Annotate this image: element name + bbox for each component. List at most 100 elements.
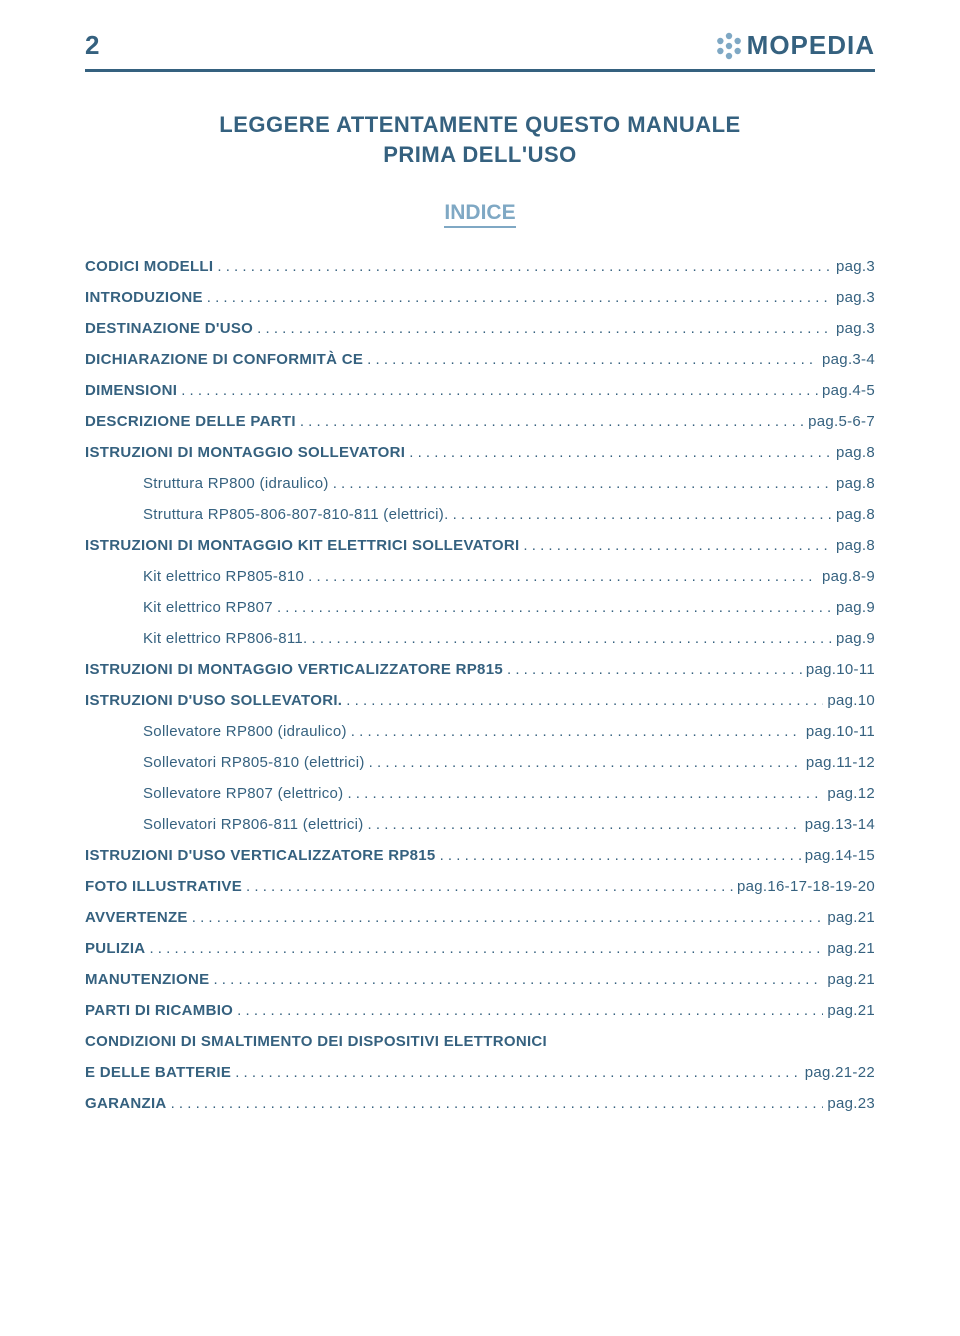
- toc-label: Kit elettrico RP805-810: [143, 568, 304, 585]
- toc-row: CONDIZIONI DI SMALTIMENTO DEI DISPOSITIV…: [85, 1033, 875, 1050]
- toc-dots: [368, 816, 801, 833]
- toc-label: DIMENSIONI: [85, 382, 177, 399]
- toc-row: GARANZIA pag.23: [85, 1095, 875, 1112]
- toc-label: Sollevatori RP805-810 (elettrici): [143, 754, 365, 771]
- toc-page: pag.8-9: [822, 568, 875, 585]
- toc-row: Kit elettrico RP807 pag.9: [85, 599, 875, 616]
- toc-title: INDICE: [444, 201, 515, 228]
- toc-label: ISTRUZIONI DI MONTAGGIO KIT ELETTRICI SO…: [85, 537, 519, 554]
- toc-row: AVVERTENZE pag.21: [85, 909, 875, 926]
- toc-label: Sollevatore RP800 (idraulico): [143, 723, 347, 740]
- toc-dots: [351, 723, 802, 740]
- toc-dots: [333, 475, 832, 492]
- toc-page: pag.11-12: [806, 754, 875, 771]
- toc-row: DESTINAZIONE D'USO pag.3: [85, 320, 875, 337]
- toc-page: pag.21: [827, 1002, 875, 1019]
- toc-row: MANUTENZIONE pag.21: [85, 971, 875, 988]
- page-header: 2 MOPEDIA: [85, 30, 875, 61]
- toc-page: pag.8: [836, 475, 875, 492]
- toc-page: pag.8: [836, 537, 875, 554]
- toc-page: pag.21: [827, 940, 875, 957]
- toc-row: ISTRUZIONI D'USO VERTICALIZZATORE RP815 …: [85, 847, 875, 864]
- toc-row: INTRODUZIONE pag.3: [85, 289, 875, 306]
- toc-page: pag.16-17-18-19-20: [737, 878, 875, 895]
- toc-label: CONDIZIONI DI SMALTIMENTO DEI DISPOSITIV…: [85, 1033, 547, 1050]
- toc-dots: [300, 413, 804, 430]
- toc-label: Struttura RP800 (idraulico): [143, 475, 329, 492]
- toc-label: PULIZIA: [85, 940, 145, 957]
- toc-page: pag.21-22: [805, 1064, 875, 1081]
- page-number: 2: [85, 30, 99, 61]
- toc-row: Sollevatore RP800 (idraulico) pag.10-11: [85, 723, 875, 740]
- toc-page: pag.21: [827, 971, 875, 988]
- toc-dots: [217, 258, 832, 275]
- toc-row: Sollevatori RP805-810 (elettrici) pag.11…: [85, 754, 875, 771]
- toc-label: ISTRUZIONI DI MONTAGGIO SOLLEVATORI: [85, 444, 405, 461]
- table-of-contents: CODICI MODELLI pag.3INTRODUZIONE pag.3DE…: [85, 258, 875, 1112]
- toc-label: DESCRIZIONE DELLE PARTI: [85, 413, 296, 430]
- toc-page: pag.3: [836, 258, 875, 275]
- toc-label: CODICI MODELLI: [85, 258, 213, 275]
- toc-label: GARANZIA: [85, 1095, 167, 1112]
- title-block: LEGGERE ATTENTAMENTE QUESTO MANUALE PRIM…: [85, 110, 875, 169]
- toc-page: pag.14-15: [805, 847, 875, 864]
- toc-dots: [237, 1002, 823, 1019]
- toc-page: pag.3-4: [822, 351, 875, 368]
- toc-page: pag.12: [827, 785, 875, 802]
- toc-page: pag.4-5: [822, 382, 875, 399]
- toc-dots: [308, 568, 818, 585]
- toc-label: ISTRUZIONI DI MONTAGGIO VERTICALIZZATORE…: [85, 661, 503, 678]
- toc-label: INTRODUZIONE: [85, 289, 203, 306]
- toc-row: DESCRIZIONE DELLE PARTI pag.5-6-7: [85, 413, 875, 430]
- toc-dots: [257, 320, 832, 337]
- toc-row: PARTI DI RICAMBIO pag.21: [85, 1002, 875, 1019]
- toc-dots: [213, 971, 823, 988]
- toc-page: pag.3: [836, 320, 875, 337]
- toc-dots: [346, 692, 823, 709]
- toc-label: MANUTENZIONE: [85, 971, 209, 988]
- toc-row: E DELLE BATTERIE pag.21-22: [85, 1064, 875, 1081]
- toc-dots: [192, 909, 824, 926]
- toc-dots: [181, 382, 818, 399]
- toc-dots: [207, 289, 832, 306]
- toc-dots: [277, 599, 832, 616]
- toc-page: pag.3: [836, 289, 875, 306]
- toc-row: Sollevatore RP807 (elettrico) pag.12: [85, 785, 875, 802]
- toc-dots: [347, 785, 823, 802]
- toc-label: Sollevatore RP807 (elettrico): [143, 785, 343, 802]
- toc-row: ISTRUZIONI DI MONTAGGIO SOLLEVATORI pag.…: [85, 444, 875, 461]
- toc-row: ISTRUZIONI DI MONTAGGIO KIT ELETTRICI SO…: [85, 537, 875, 554]
- toc-dots: [312, 630, 832, 647]
- snowflake-icon: [715, 32, 743, 60]
- toc-page: pag.10: [827, 692, 875, 709]
- toc-dots: [453, 506, 832, 523]
- toc-label: ISTRUZIONI D'USO SOLLEVATORI.: [85, 692, 342, 709]
- toc-row: CODICI MODELLI pag.3: [85, 258, 875, 275]
- toc-label: AVVERTENZE: [85, 909, 188, 926]
- toc-label: DESTINAZIONE D'USO: [85, 320, 253, 337]
- toc-dots: [523, 537, 832, 554]
- toc-row: DICHIARAZIONE DI CONFORMITÀ CE pag.3-4: [85, 351, 875, 368]
- toc-label: Kit elettrico RP806-811.: [143, 630, 308, 647]
- toc-label: Struttura RP805-806-807-810-811 (elettri…: [143, 506, 449, 523]
- toc-dots: [440, 847, 801, 864]
- toc-dots: [369, 754, 802, 771]
- toc-label: ISTRUZIONI D'USO VERTICALIZZATORE RP815: [85, 847, 436, 864]
- toc-dots: [149, 940, 823, 957]
- toc-row: DIMENSIONI pag.4-5: [85, 382, 875, 399]
- toc-label: FOTO ILLUSTRATIVE: [85, 878, 242, 895]
- toc-page: pag.8: [836, 444, 875, 461]
- toc-page: pag.13-14: [805, 816, 875, 833]
- toc-page: pag.5-6-7: [808, 413, 875, 430]
- toc-dots: [246, 878, 733, 895]
- toc-label: Kit elettrico RP807: [143, 599, 273, 616]
- toc-page: pag.21: [827, 909, 875, 926]
- toc-dots: [367, 351, 818, 368]
- toc-label: Sollevatori RP806-811 (elettrici): [143, 816, 364, 833]
- toc-row: Struttura RP805-806-807-810-811 (elettri…: [85, 506, 875, 523]
- toc-row: ISTRUZIONI DI MONTAGGIO VERTICALIZZATORE…: [85, 661, 875, 678]
- brand-logo: MOPEDIA: [715, 30, 875, 61]
- toc-page: pag.8: [836, 506, 875, 523]
- toc-page: pag.9: [836, 599, 875, 616]
- toc-dots: [171, 1095, 824, 1112]
